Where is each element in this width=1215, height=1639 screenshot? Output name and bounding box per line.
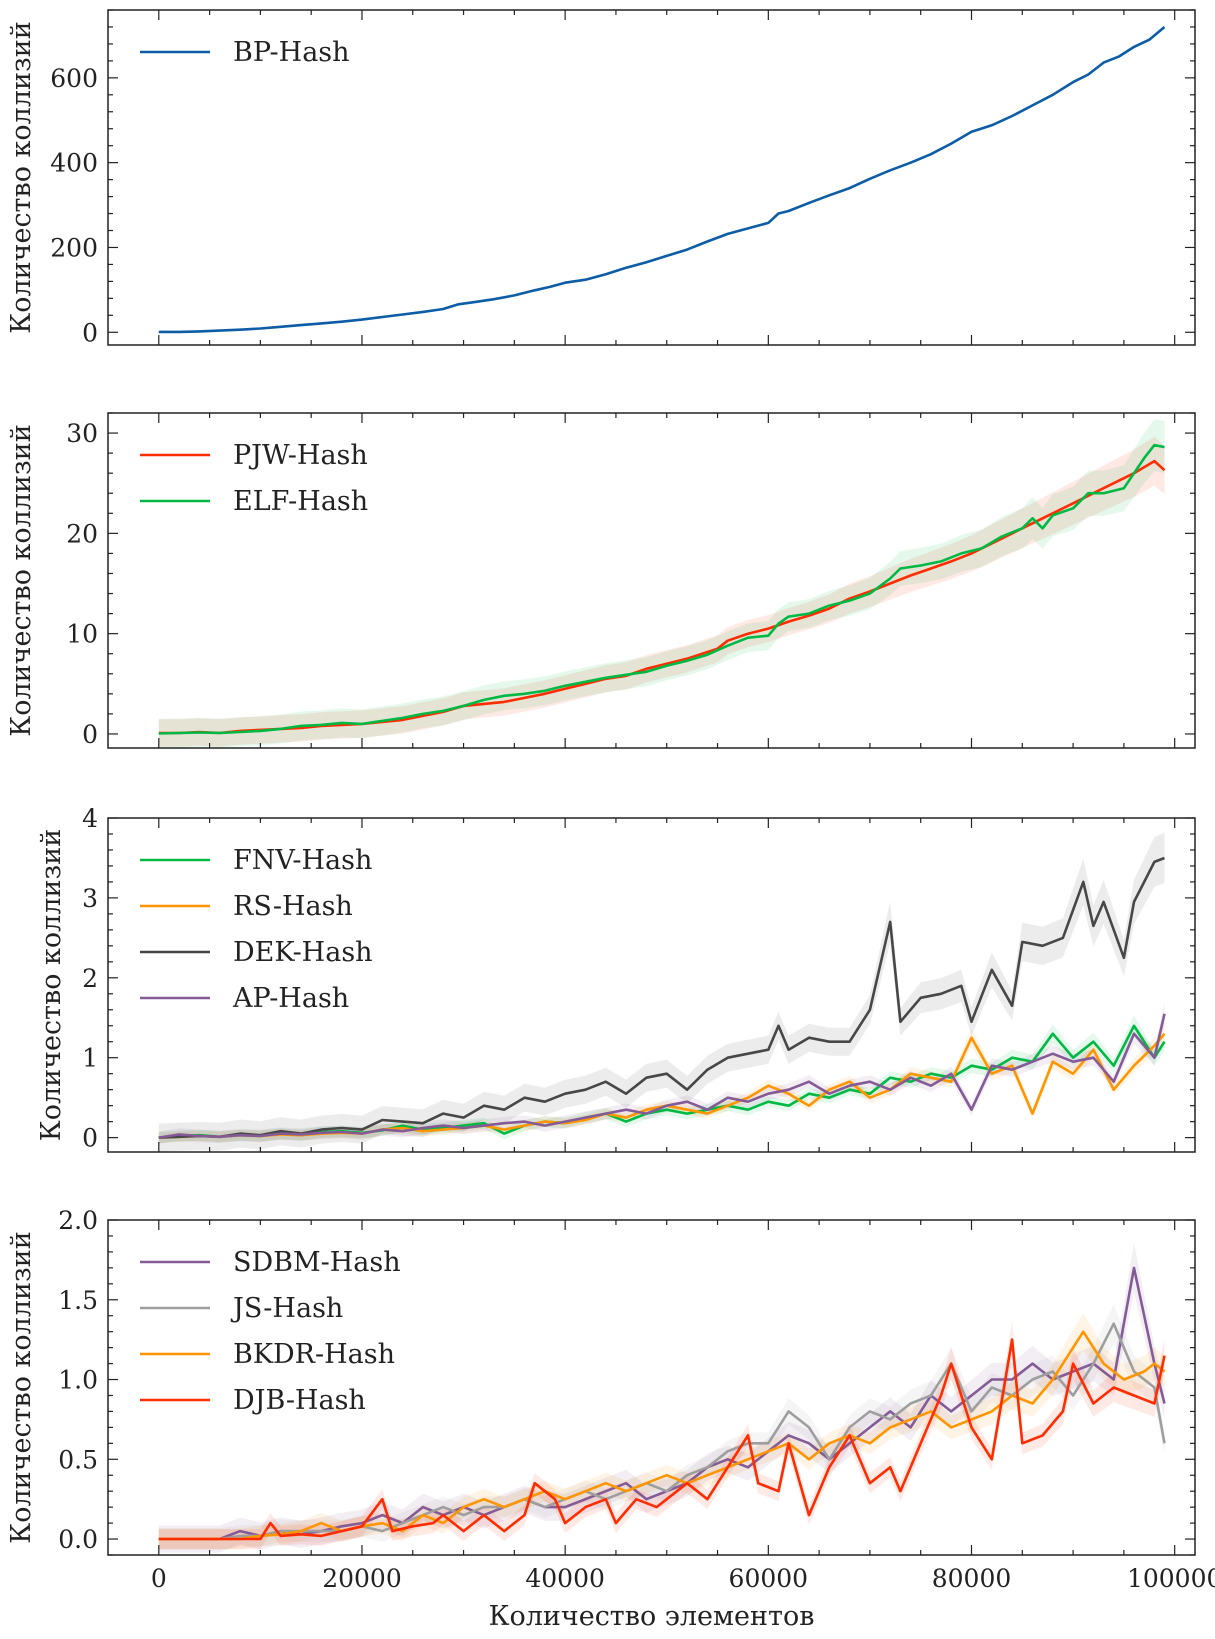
y-tick-label: 200 [50,233,98,262]
legend-label: RS-Hash [233,891,353,922]
series-line-dek-hash [158,856,1165,1139]
legend: BP-Hash [140,37,350,68]
y-tick-label: 20 [66,519,98,548]
x-tick-label: 40000 [525,1564,605,1593]
legend-label: FNV-Hash [233,845,372,876]
plot-area [158,1243,1166,1553]
series-line-pjw-hash [158,459,1166,735]
y-tick-label: 0.0 [58,1525,98,1554]
y-axis-title: Количество коллизий [6,424,37,736]
y-tick-label: 30 [66,419,98,448]
x-tick-label: 20000 [322,1564,402,1593]
axes-frame [107,412,1196,749]
y-tick-label: 10 [66,620,98,649]
series-line-elf-hash [158,443,1165,735]
legend-label: BKDR-Hash [233,1339,395,1370]
chart-panel-4: 0.0 0.5 1.0 1.5 2.0 Количество коллизий 0 20000… [6,1206,1215,1632]
x-axis-title: Количество элементов [489,1601,815,1632]
y-axis-title: Количество коллизий [36,829,67,1141]
legend-label: PJW-Hash [233,440,368,471]
series-band-rs-hash [158,1024,1165,1143]
legend-label: BP-Hash [233,37,350,68]
y-tick-label: 1.0 [58,1366,98,1395]
x-tick-label: 100000 [1127,1564,1215,1593]
chart-panel-2: 0 10 20 30 Количество коллизий PJW-Hash ELF-Ha… [6,412,1196,749]
y-tick-label: 0 [82,1124,98,1153]
x-tick-label: 80000 [932,1564,1012,1593]
legend-label: SDBM-Hash [233,1247,401,1278]
y-axis-title: Количество коллизий [6,1231,37,1543]
y-tick-label: 4 [82,804,98,833]
plot-area [158,419,1166,748]
legend-label: JS-Hash [230,1293,343,1324]
legend-label: AP-Hash [232,983,349,1014]
series-band-js-hash [158,1304,1165,1550]
legend-label: DJB-Hash [233,1385,366,1416]
y-axis-title: Количество коллизий [6,21,37,333]
y-tick-label: 1 [82,1044,98,1073]
legend: SDBM-Hash JS-Hash BKDR-Hash DJB-Hash [140,1247,401,1416]
y-tick-label: 0 [82,720,98,749]
chart-panel-1: 0 200 400 600 Количество коллизий BP-Hash [6,9,1196,347]
plot-area [158,832,1166,1152]
x-tick-label: 0 [151,1564,167,1593]
axes-frame [107,817,1196,1153]
y-tick-label: 400 [50,149,98,178]
y-tick-label: 0 [82,318,98,347]
axes-frame [107,1219,1196,1556]
y-tick-label: 1.5 [58,1286,98,1315]
y-tick-label: 0.5 [58,1445,98,1474]
axes-frame [107,9,1196,346]
series-line-djb-hash [158,1338,1166,1541]
legend: PJW-Hash ELF-Hash [140,440,368,517]
series-line-bkdr-hash [158,1330,1166,1541]
legend: FNV-Hash RS-Hash DEK-Hash AP-Hash [140,845,373,1014]
y-tick-label: 600 [50,64,98,93]
series-band-bkdr-hash [158,1313,1165,1550]
y-tick-label: 3 [82,884,98,913]
legend-label: ELF-Hash [233,486,368,517]
legend-label: DEK-Hash [233,937,373,968]
series-line-js-hash [158,1322,1166,1541]
chart-panel-3: 0 1 2 3 4 Количество коллизий FNV-Hash RS-Hash D… [36,804,1196,1153]
plot-area [158,26,1166,334]
series-band-pjw-hash [158,436,1165,747]
series-band-fnv-hash [158,1015,1165,1144]
y-tick-label: 2 [82,964,98,993]
series-line-bp-hash [158,26,1166,334]
x-tick-label: 60000 [729,1564,809,1593]
y-tick-label: 2.0 [58,1206,98,1235]
series-line-ap-hash [158,1013,1166,1139]
